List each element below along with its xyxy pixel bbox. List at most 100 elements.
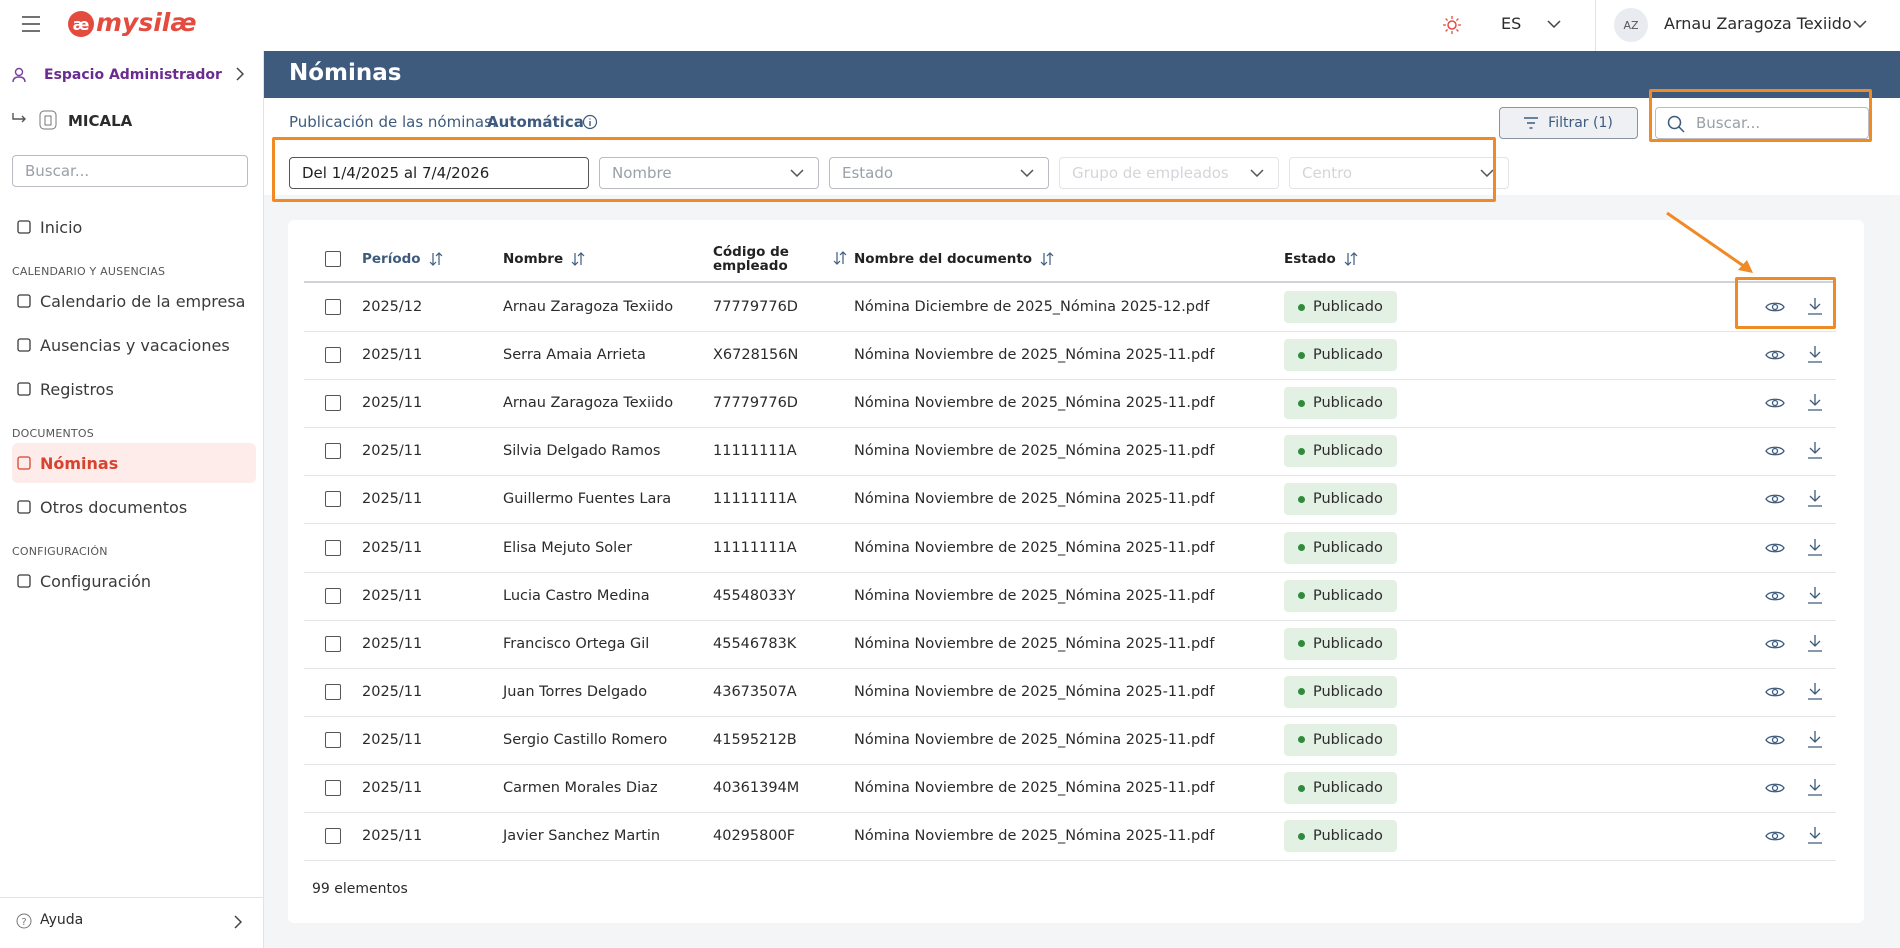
- nav-item[interactable]: Otros documentos: [12, 487, 256, 527]
- cell: Arnau Zaragoza Texiido: [503, 395, 674, 412]
- cell: X6728156N: [713, 347, 799, 364]
- chevron: [1250, 169, 1264, 177]
- status-badge: Publicado: [1284, 435, 1397, 468]
- view-button[interactable]: [1765, 829, 1785, 847]
- row-checkbox[interactable]: [325, 539, 341, 556]
- language-chevron[interactable]: [1547, 20, 1561, 28]
- view-button[interactable]: [1765, 300, 1785, 318]
- sort-icon[interactable]: [429, 252, 443, 266]
- row-checkbox[interactable]: [325, 731, 341, 748]
- status-dot: [1298, 688, 1305, 696]
- nav-icon: [17, 500, 31, 514]
- nav-item[interactable]: Inicio: [12, 207, 256, 247]
- menu-button[interactable]: [22, 16, 40, 32]
- view-icon: [1765, 639, 1785, 649]
- sort-icon[interactable]: [571, 252, 585, 266]
- download-button[interactable]: [1807, 538, 1823, 560]
- select-all[interactable]: [325, 251, 341, 267]
- download-icon: [1808, 682, 1822, 700]
- theme-icon[interactable]: [1443, 16, 1461, 34]
- row-rule: [304, 860, 1836, 862]
- cell: 2025/11: [362, 731, 423, 748]
- download-button[interactable]: [1807, 634, 1823, 656]
- view-icon: [1765, 494, 1785, 504]
- filter-select[interactable]: Nombre: [599, 157, 819, 189]
- header-rule: [304, 281, 1836, 283]
- info-icon[interactable]: [582, 114, 598, 130]
- download-button[interactable]: [1807, 586, 1823, 608]
- row-checkbox[interactable]: [325, 828, 341, 845]
- status-label: Publicado: [1313, 587, 1383, 604]
- view-button[interactable]: [1765, 396, 1785, 414]
- row-checkbox[interactable]: [325, 395, 341, 412]
- view-button[interactable]: [1765, 781, 1785, 799]
- cell: 2025/11: [362, 635, 423, 652]
- column-header[interactable]: Nombre: [503, 251, 585, 267]
- column-header[interactable]: Nombre del documento: [854, 251, 1054, 267]
- logo-mark: æ: [68, 11, 94, 37]
- row-checkbox[interactable]: [325, 299, 341, 315]
- row-checkbox[interactable]: [325, 491, 341, 508]
- help[interactable]: Ayuda: [40, 912, 84, 928]
- download-button[interactable]: [1807, 682, 1823, 704]
- language[interactable]: ES: [1501, 14, 1522, 33]
- filter-select[interactable]: Estado: [829, 157, 1049, 189]
- filter-select[interactable]: Grupo de empleados: [1059, 157, 1279, 189]
- column-header[interactable]: Código de empleado: [713, 245, 847, 273]
- search-input[interactable]: Buscar...: [1655, 107, 1869, 139]
- view-button[interactable]: [1765, 348, 1785, 366]
- column-header[interactable]: Período: [362, 251, 443, 267]
- filter-select[interactable]: Centro: [1289, 157, 1509, 189]
- row-checkbox[interactable]: [325, 587, 341, 604]
- view-button[interactable]: [1765, 685, 1785, 703]
- view-button[interactable]: [1765, 733, 1785, 751]
- row-rule: [304, 379, 1836, 381]
- sort-icon[interactable]: [833, 251, 847, 265]
- row-rule: [304, 427, 1836, 429]
- workspace[interactable]: Espacio Administrador: [44, 67, 222, 83]
- download-button[interactable]: [1807, 393, 1823, 415]
- row-checkbox[interactable]: [325, 443, 341, 460]
- view-icon: [1765, 302, 1785, 312]
- nav-label: Inicio: [40, 217, 83, 237]
- row-checkbox[interactable]: [325, 780, 341, 796]
- row-rule: [304, 667, 1836, 669]
- workspace-chevron[interactable]: [236, 67, 244, 81]
- nav-item[interactable]: Configuración: [12, 561, 256, 601]
- user-name[interactable]: Arnau Zaragoza Texiido: [1664, 14, 1852, 33]
- download-button[interactable]: [1807, 345, 1823, 367]
- view-button[interactable]: [1765, 541, 1785, 559]
- row-checkbox[interactable]: [325, 347, 341, 364]
- cell: Juan Torres Delgado: [503, 683, 648, 700]
- view-button[interactable]: [1765, 444, 1785, 462]
- view-button[interactable]: [1765, 637, 1785, 655]
- download-button[interactable]: [1807, 778, 1823, 800]
- row-checkbox[interactable]: [325, 635, 341, 652]
- help-chevron[interactable]: [234, 915, 242, 929]
- nav-item[interactable]: Nóminas: [12, 443, 256, 483]
- nav-label: Ausencias y vacaciones: [40, 335, 230, 355]
- nav-item[interactable]: Calendario de la empresa: [12, 281, 256, 321]
- download-button[interactable]: [1807, 297, 1823, 319]
- sort-icon[interactable]: [1040, 252, 1054, 266]
- filter-button[interactable]: Filtrar (1): [1499, 107, 1638, 139]
- download-icon: [1808, 634, 1822, 652]
- download-button[interactable]: [1807, 441, 1823, 463]
- download-button[interactable]: [1807, 730, 1823, 752]
- sidebar-search[interactable]: Buscar...: [12, 155, 248, 187]
- date-range[interactable]: Del 1/4/2025 al 7/4/2026: [289, 157, 589, 189]
- download-button[interactable]: [1807, 489, 1823, 511]
- status-dot: [1298, 447, 1305, 455]
- download-button[interactable]: [1807, 826, 1823, 848]
- filter-icon: [1524, 117, 1539, 129]
- nav-item[interactable]: Registros: [12, 369, 256, 409]
- cell: Nómina Noviembre de 2025_Nómina 2025-11.…: [854, 635, 1215, 652]
- view-button[interactable]: [1765, 589, 1785, 607]
- row-checkbox[interactable]: [325, 683, 341, 700]
- nav-item[interactable]: Ausencias y vacaciones: [12, 325, 256, 365]
- column-header[interactable]: Estado: [1284, 251, 1358, 267]
- user-chevron[interactable]: [1853, 20, 1867, 28]
- view-icon: [1765, 350, 1785, 360]
- sort-icon[interactable]: [1344, 252, 1358, 266]
- view-button[interactable]: [1765, 492, 1785, 510]
